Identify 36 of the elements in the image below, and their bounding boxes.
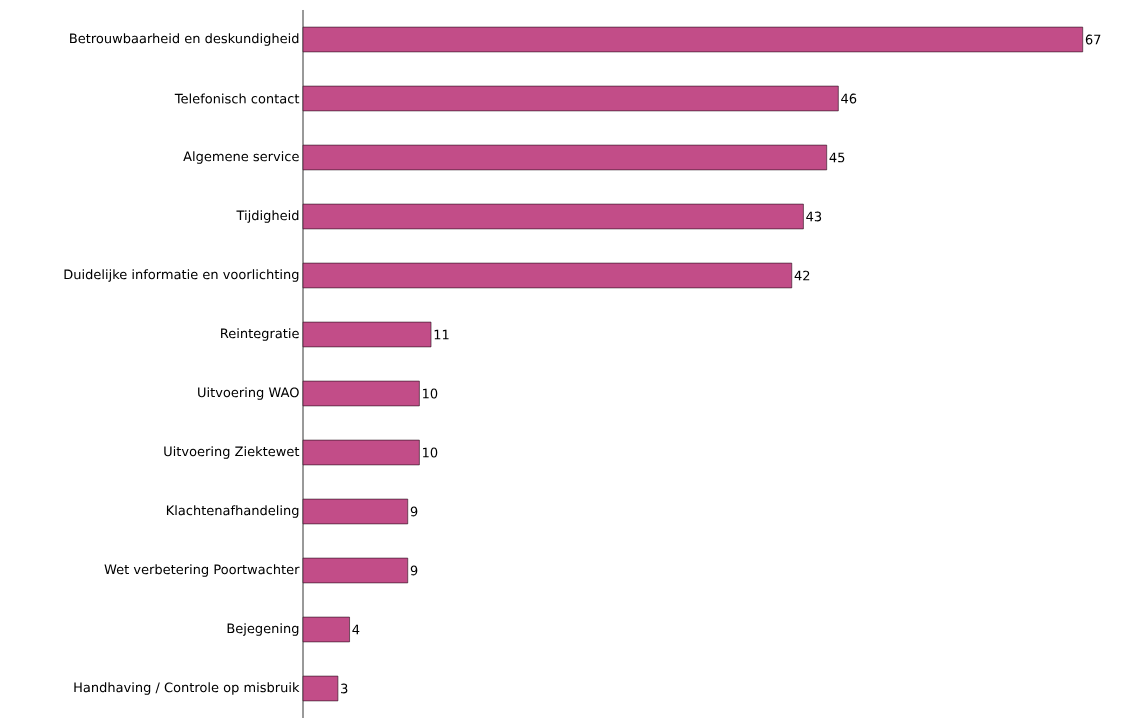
bar (302, 144, 827, 171)
bar (302, 321, 432, 348)
data-label: 42 (794, 270, 810, 281)
bar (302, 557, 409, 584)
bar (302, 675, 339, 702)
data-label: 11 (434, 329, 449, 340)
data-label: 45 (829, 152, 845, 163)
bar (302, 85, 839, 112)
y-tick-label: Klachtenafhandeling (166, 505, 299, 518)
data-label: 4 (352, 624, 360, 635)
data-label: 10 (423, 388, 438, 399)
y-tick-label: Algemene service (183, 151, 299, 164)
bar (302, 380, 420, 407)
y-tick-label: Reintegratie (221, 328, 299, 341)
bar (302, 439, 420, 466)
data-label: 43 (806, 211, 822, 222)
data-label: 46 (841, 93, 857, 104)
data-label: 10 (423, 447, 438, 458)
y-tick-label: Telefonisch contact (174, 93, 300, 104)
y-tick-label: Uitvoering WAO (198, 387, 299, 400)
bar (302, 498, 409, 525)
bar (302, 203, 804, 230)
y-tick-label: Wet verbetering Poortwachter (104, 564, 300, 577)
data-label: 3 (341, 683, 348, 694)
y-tick-label: Bejegening (227, 623, 299, 636)
y-tick-label: Betrouwbaarheid en deskundigheid (70, 33, 299, 46)
data-label: 9 (410, 565, 418, 576)
y-tick-label: Handhaving / Controle op misbruik (74, 682, 300, 695)
y-tick-label: Uitvoering Ziektewet (164, 446, 300, 459)
y-tick-label: Duidelijke informatie en voorlichting (64, 269, 299, 282)
y-tick-label: Tijdigheid (236, 210, 299, 223)
data-label: 67 (1085, 34, 1101, 45)
data-label: 9 (410, 506, 418, 517)
bar (302, 26, 1084, 53)
bar (302, 616, 350, 643)
bar (302, 262, 793, 289)
